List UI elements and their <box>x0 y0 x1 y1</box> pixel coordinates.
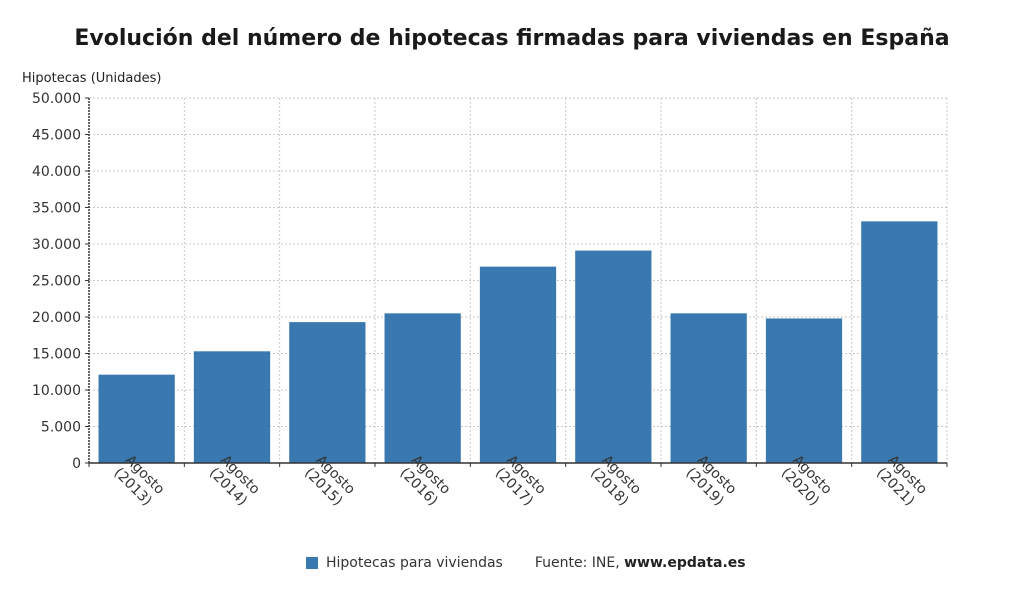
legend-label: Hipotecas para viviendas <box>326 555 503 571</box>
bar <box>98 374 175 463</box>
bar <box>765 318 843 463</box>
x-tick-labels: Agosto(2013) Agosto(2014) Agosto(2015) Agos… <box>111 452 931 509</box>
bar <box>384 313 461 463</box>
y-tick-label: 15.000 <box>32 347 81 363</box>
chart-title: Evolución del número de hipotecas firmad… <box>74 26 950 51</box>
y-tick-label: 20.000 <box>32 310 81 326</box>
legend-swatch <box>306 557 318 569</box>
y-tick-label: 10.000 <box>32 383 81 399</box>
source-note: Fuente: INE, www.epdata.es <box>535 555 746 571</box>
bar <box>289 322 366 463</box>
y-tick-label: 40.000 <box>32 164 81 180</box>
y-tick-label: 50.000 <box>32 91 81 107</box>
y-tick-label: 35.000 <box>32 201 81 217</box>
bar <box>193 351 271 463</box>
axes <box>85 97 948 467</box>
y-axis-label: Hipotecas (Unidades) <box>22 71 162 86</box>
y-tick-label: 5.000 <box>41 420 81 436</box>
y-tick-label: 30.000 <box>32 237 81 253</box>
bar <box>575 250 652 463</box>
y-tick-label: 45.000 <box>32 128 81 144</box>
source-prefix: Fuente: INE, <box>534 555 625 571</box>
bar <box>479 266 557 463</box>
bar <box>670 313 747 463</box>
y-tick-label: 0 <box>72 456 81 472</box>
bars <box>98 221 938 463</box>
legend: Hipotecas para viviendas Fuente: INE, ww… <box>306 555 746 571</box>
y-tick-labels: 0 5.000 10.000 15.000 20.000 25.000 30.000 35.0… <box>32 91 81 472</box>
y-tick-label: 25.000 <box>32 274 81 290</box>
source-site: www.epdata.es <box>624 555 746 571</box>
bar <box>861 221 938 463</box>
